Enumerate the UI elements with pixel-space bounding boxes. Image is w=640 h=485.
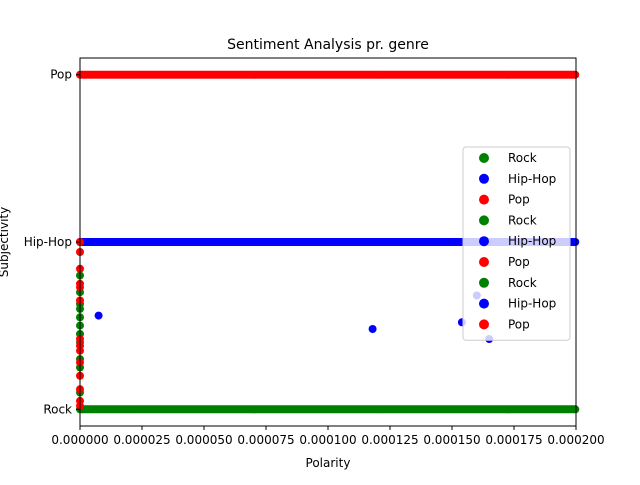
legend-marker	[479, 298, 489, 309]
legend-marker	[479, 257, 489, 267]
legend-marker	[479, 215, 489, 226]
legend-label: Pop	[508, 193, 530, 207]
y-axis-title: Subjectivity	[0, 207, 11, 277]
legend: Rock Hip-Hop Pop Rock Hip-Hop Pop Rock Hip-Hop P…	[462, 146, 571, 341]
legend-marker	[479, 153, 489, 163]
legend-box	[462, 146, 571, 341]
legend-marker	[479, 194, 489, 205]
legend-label: Rock	[508, 151, 537, 165]
data-point	[94, 311, 103, 320]
x-tick-label: 0.000200	[547, 433, 604, 447]
chart-title: Sentiment Analysis pr. genre	[227, 37, 429, 53]
series-rock	[76, 271, 580, 414]
x-axis-title: Polarity	[306, 456, 351, 470]
x-tick-label: 0.000050	[175, 433, 232, 447]
x-tick-label: 0.000100	[299, 433, 356, 447]
legend-label: Hip-Hop	[508, 297, 556, 311]
x-tick-label: 0.000025	[113, 433, 170, 447]
y-axis: Rock Hip-Hop Pop	[24, 68, 80, 416]
legend-label: Rock	[508, 213, 537, 227]
legend-marker	[479, 173, 489, 184]
data-point	[571, 405, 580, 414]
legend-label: Hip-Hop	[508, 234, 556, 248]
data-point	[368, 325, 377, 333]
x-tick-label: 0.000150	[423, 433, 480, 447]
legend-marker	[479, 236, 489, 247]
y-tick-label: Rock	[43, 402, 72, 416]
legend-marker	[479, 277, 489, 288]
legend-marker	[479, 319, 489, 330]
x-tick-label: 0.000075	[237, 433, 294, 447]
data-point	[571, 238, 580, 246]
series-pop	[76, 70, 580, 410]
legend-label: Hip-Hop	[508, 172, 556, 186]
x-tick-label: 0.000125	[361, 433, 418, 447]
legend-label: Rock	[508, 276, 537, 290]
legend-label: Pop	[508, 317, 530, 331]
x-axis: 0.000000 0.000025 0.000050 0.000075 0.000100…	[51, 426, 605, 447]
legend-label: Pop	[508, 255, 530, 269]
x-tick-label: 0.000175	[485, 433, 542, 447]
y-tick-label: Hip-Hop	[24, 235, 72, 249]
data-point	[571, 70, 580, 79]
y-tick-label: Pop	[50, 68, 72, 82]
x-tick-label: 0.000000	[51, 433, 108, 447]
